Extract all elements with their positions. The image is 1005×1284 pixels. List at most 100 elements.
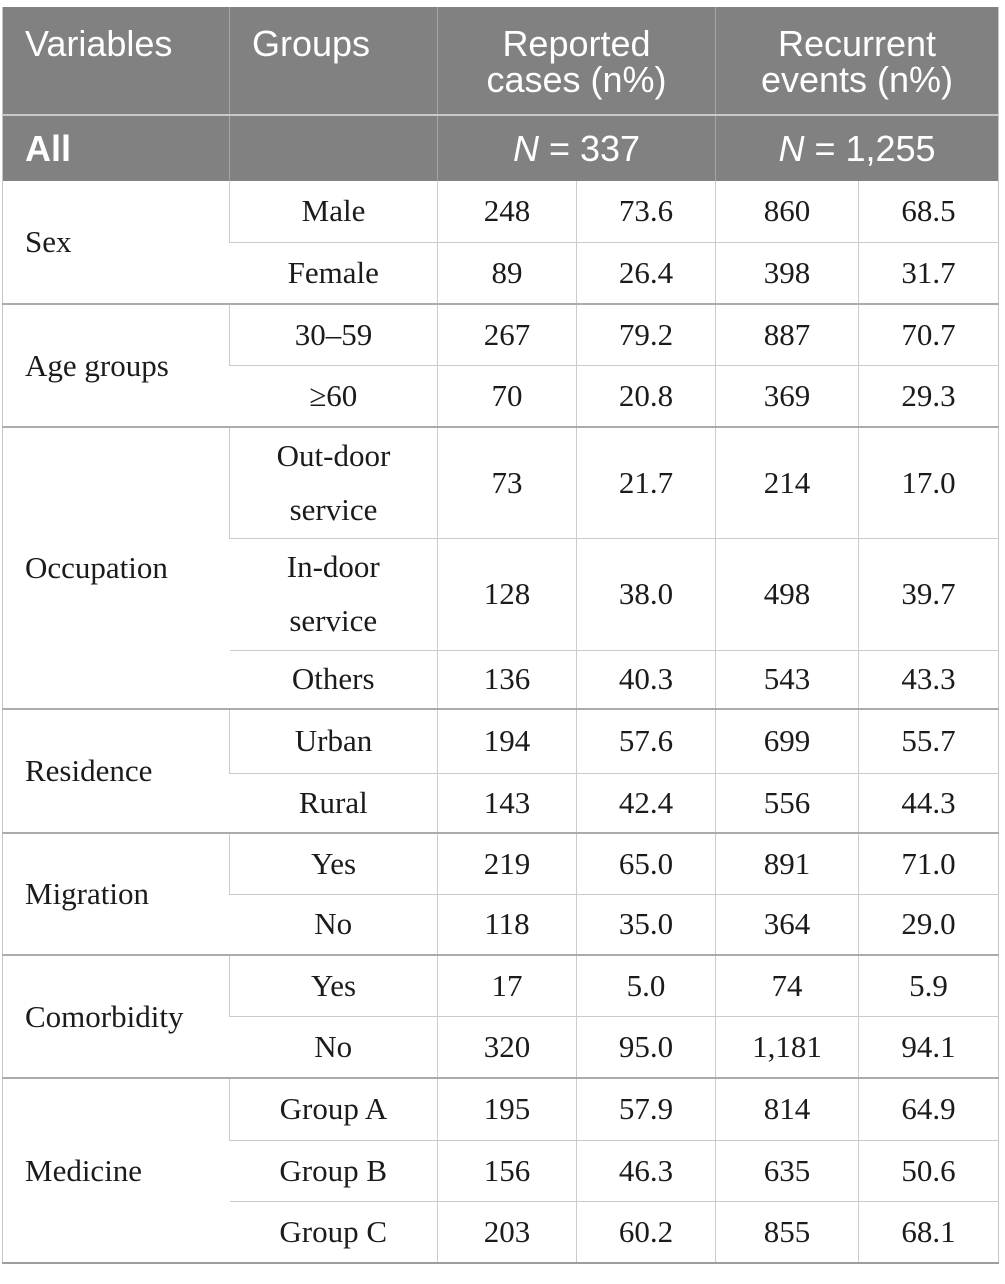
recurrent-pct-cell: 68.5: [857, 181, 999, 242]
reported-n-cell: 128: [437, 537, 577, 650]
reported-pct-cell: 57.9: [576, 1077, 716, 1140]
header-cell-variables: Variables: [2, 7, 230, 116]
header-reported-line1: Reported: [502, 23, 651, 64]
recurrent-n-cell: 814: [715, 1077, 859, 1140]
group-cell: Male: [229, 181, 438, 242]
reported-n-cell: 118: [437, 893, 577, 955]
reported-pct-cell: 60.2: [576, 1200, 716, 1263]
recurrent-n-cell: 556: [715, 772, 859, 833]
reported-n-cell: 320: [437, 1015, 577, 1078]
recurrent-pct-cell: 70.7: [857, 303, 999, 365]
header-cell-recurrent-events: Recurrent events (n%): [714, 7, 999, 116]
variable-cell: Residence: [2, 708, 230, 833]
table-row: Group B 156 46.3 635 50.6: [3, 1139, 999, 1201]
reported-n-cell: 89: [437, 241, 577, 304]
reported-pct-cell: 35.0: [576, 893, 716, 955]
recurrent-n-cell: 1,181: [715, 1015, 859, 1078]
reported-n-cell: 70: [437, 364, 577, 427]
reported-n-cell: 219: [437, 832, 577, 894]
table-row: ≥60 70 20.8 369 29.3: [3, 364, 999, 427]
recurrent-pct-cell: 71.0: [857, 832, 999, 894]
recurrent-pct-cell: 68.1: [857, 1200, 999, 1263]
group-cell: No: [229, 893, 438, 955]
recurrent-n-cell: 398: [715, 241, 859, 304]
reported-pct-cell: 46.3: [576, 1139, 716, 1201]
reported-pct-cell: 95.0: [576, 1015, 716, 1078]
reported-n-cell: 136: [437, 649, 577, 709]
header-cell-reported-cases: Reported cases (n%): [437, 7, 716, 116]
variable-cell: Age groups: [2, 303, 230, 427]
recurrent-pct-cell: 64.9: [857, 1077, 999, 1140]
table-row: Group C 203 60.2 855 68.1: [3, 1200, 999, 1263]
recurrent-n-cell: 891: [715, 832, 859, 894]
group-cell: Yes: [229, 832, 438, 894]
recurrent-pct-cell: 5.9: [857, 954, 999, 1016]
reported-pct-cell: 73.6: [576, 181, 716, 242]
reported-pct-cell: 26.4: [576, 241, 716, 304]
recurrent-n-cell: 635: [715, 1139, 859, 1201]
reported-pct-cell: 79.2: [576, 303, 716, 365]
reported-pct-cell: 57.6: [576, 708, 716, 773]
group-cell: No: [229, 1015, 438, 1078]
variable-cell: Comorbidity: [2, 954, 230, 1078]
group-cell: Group B: [229, 1139, 438, 1201]
table-row: No 320 95.0 1,181 94.1: [3, 1015, 999, 1078]
group-cell: Rural: [229, 772, 438, 833]
recurrent-pct-cell: 31.7: [857, 241, 999, 304]
reported-n-cell: 194: [437, 708, 577, 773]
reported-n-cell: 17: [437, 954, 577, 1016]
table-row: Age groups 30–59 267 79.2 887 70.7: [2, 303, 999, 427]
all-empty-cell: [229, 115, 438, 181]
reported-pct-cell: 65.0: [576, 832, 716, 894]
reported-n-cell: 248: [437, 181, 577, 242]
reported-pct-cell: 5.0: [576, 954, 716, 1016]
recurrent-pct-cell: 55.7: [857, 708, 999, 773]
group-cell: Others: [229, 649, 438, 709]
group-cell: ≥60: [229, 364, 438, 427]
recurrent-n-cell: 369: [715, 364, 859, 427]
reported-n-cell: 195: [437, 1077, 577, 1140]
summary-statistics-table: Variables Groups Reported cases (n%) Rec…: [2, 7, 1000, 1264]
recurrent-pct-cell: 29.0: [857, 893, 999, 955]
recurrent-n-cell: 699: [715, 708, 859, 773]
group-cell: Urban: [229, 708, 438, 773]
table-row: No 118 35.0 364 29.0: [3, 893, 999, 955]
reported-total-value: = 337: [548, 127, 641, 169]
group-cell: In-door service: [229, 537, 438, 650]
variable-cell: Occupation: [2, 426, 230, 709]
italic-n: N: [778, 127, 805, 169]
recurrent-pct-cell: 29.3: [857, 364, 999, 427]
table-row: Others 136 40.3 543 43.3: [3, 649, 999, 709]
recurrent-n-cell: 860: [715, 181, 859, 242]
reported-pct-cell: 42.4: [576, 772, 716, 833]
recurrent-pct-cell: 44.3: [857, 772, 999, 833]
table-row: Migration Yes 219 65.0 891 71.0: [2, 832, 999, 955]
recurrent-n-cell: 74: [715, 954, 859, 1016]
recurrent-total-value: = 1,255: [814, 127, 936, 169]
header-recurrent-line1: Recurrent: [777, 23, 937, 64]
recurrent-n-cell: 214: [715, 426, 859, 538]
table-row: Rural 143 42.4 556 44.3: [3, 772, 999, 833]
table-row: Female 89 26.4 398 31.7: [3, 241, 999, 304]
recurrent-pct-cell: 17.0: [857, 426, 999, 538]
group-cell: 30–59: [229, 303, 438, 365]
variable-cell: Medicine: [2, 1077, 230, 1263]
recurrent-pct-cell: 50.6: [857, 1139, 999, 1201]
table-row: Sex Male 248 73.6 860 68.5: [3, 181, 999, 259]
reported-n-cell: 203: [437, 1200, 577, 1263]
all-recurrent-total: N = 1,255: [714, 115, 999, 181]
header-cell-groups: Groups: [229, 7, 438, 116]
group-cell: Yes: [229, 954, 438, 1016]
group-cell: Out-door service: [229, 426, 438, 538]
table-body: Sex Male 248 73.6 860 68.5 Female 89 26.…: [2, 181, 999, 1263]
header-row: Variables Groups Reported cases (n%) Rec…: [2, 7, 999, 116]
table-row: Medicine Group A 195 57.9 814 64.9: [2, 1077, 999, 1263]
recurrent-pct-cell: 94.1: [857, 1015, 999, 1078]
reported-n-cell: 73: [437, 426, 577, 538]
recurrent-n-cell: 364: [715, 893, 859, 955]
recurrent-pct-cell: 39.7: [857, 537, 999, 650]
reported-n-cell: 267: [437, 303, 577, 365]
recurrent-n-cell: 855: [715, 1200, 859, 1263]
reported-pct-cell: 21.7: [576, 426, 716, 538]
header-recurrent-line2: events (n%): [760, 59, 954, 100]
